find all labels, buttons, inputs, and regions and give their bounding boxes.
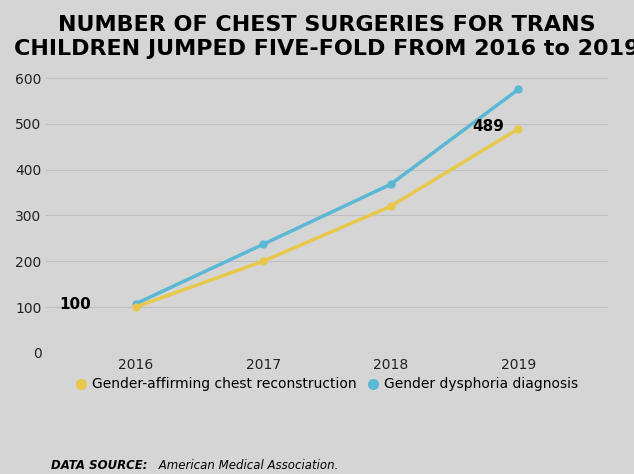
Text: 489: 489 — [472, 118, 504, 134]
Title: NUMBER OF CHEST SURGERIES FOR TRANS
CHILDREN JUMPED FIVE-FOLD FROM 2016 to 2019: NUMBER OF CHEST SURGERIES FOR TRANS CHIL… — [14, 15, 634, 59]
Text: 100: 100 — [60, 297, 91, 312]
Text: DATA SOURCE:: DATA SOURCE: — [51, 459, 147, 472]
Legend: Gender-affirming chest reconstruction, Gender dysphoria diagnosis: Gender-affirming chest reconstruction, G… — [70, 372, 584, 397]
Text: American Medical Association.: American Medical Association. — [155, 459, 339, 472]
